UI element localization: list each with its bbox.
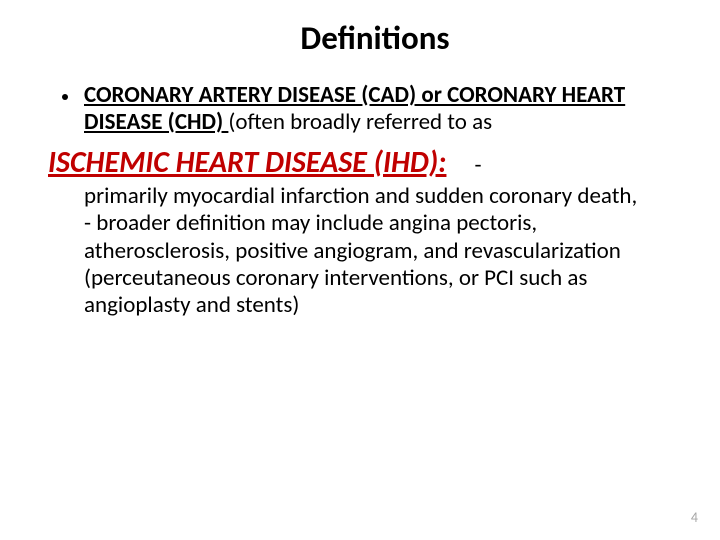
- page-number: 4: [691, 509, 698, 526]
- definition-body: primarily myocardial infarction and sudd…: [84, 183, 672, 319]
- bullet-tail: (often broadly referred to as: [228, 108, 492, 136]
- body-line-2: - broader definition may include angina …: [84, 209, 621, 318]
- bullet-item: CORONARY ARTERY DISEASE (CAD) or CORONAR…: [48, 82, 672, 136]
- ihd-heading: ISCHEMIC HEART DISEASE (IHD):: [48, 144, 446, 181]
- bullet-marker: [62, 94, 68, 100]
- bullet-text: CORONARY ARTERY DISEASE (CAD) or CORONAR…: [84, 82, 672, 136]
- ihd-dash: -: [474, 151, 481, 179]
- slide-title: Definitions: [48, 18, 672, 58]
- ihd-heading-row: ISCHEMIC HEART DISEASE (IHD): -: [48, 144, 672, 181]
- body-line-1: primarily myocardial infarction and sudd…: [84, 182, 637, 210]
